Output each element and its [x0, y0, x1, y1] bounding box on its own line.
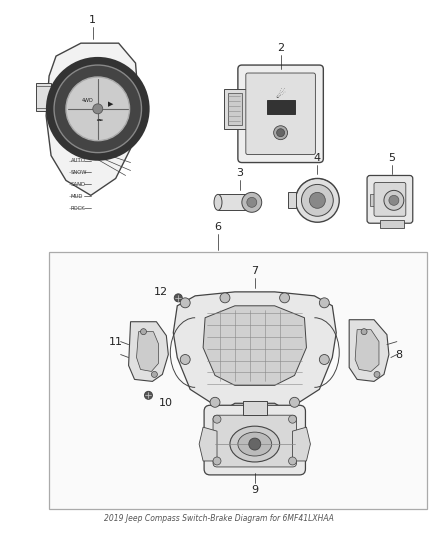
- Circle shape: [141, 329, 146, 335]
- Circle shape: [249, 438, 261, 450]
- FancyBboxPatch shape: [374, 182, 406, 216]
- Circle shape: [174, 294, 182, 302]
- Bar: [224, 89, 246, 129]
- Circle shape: [289, 457, 297, 465]
- Bar: [243, 401, 267, 415]
- Polygon shape: [129, 322, 168, 382]
- Circle shape: [50, 61, 145, 157]
- Circle shape: [145, 391, 152, 399]
- Circle shape: [66, 77, 130, 141]
- Bar: [36, 83, 51, 111]
- Text: 5: 5: [389, 152, 396, 163]
- Circle shape: [389, 196, 399, 205]
- Text: 11: 11: [109, 337, 123, 346]
- Text: 1: 1: [89, 15, 96, 25]
- Ellipse shape: [214, 195, 222, 211]
- Circle shape: [180, 354, 190, 365]
- Bar: [49, 252, 427, 508]
- Bar: [228, 93, 242, 125]
- FancyBboxPatch shape: [238, 65, 323, 163]
- Circle shape: [290, 397, 300, 407]
- Text: 4: 4: [314, 152, 321, 163]
- Bar: [370, 195, 378, 206]
- FancyBboxPatch shape: [213, 415, 297, 467]
- Polygon shape: [199, 427, 217, 461]
- FancyBboxPatch shape: [246, 73, 315, 155]
- Text: AUTO: AUTO: [71, 158, 86, 163]
- Ellipse shape: [238, 432, 272, 456]
- Polygon shape: [203, 306, 307, 385]
- Polygon shape: [173, 292, 336, 409]
- Text: 4WD: 4WD: [82, 99, 94, 103]
- Text: 9: 9: [251, 485, 258, 495]
- Circle shape: [213, 415, 221, 423]
- Bar: [267, 100, 294, 114]
- Polygon shape: [137, 332, 159, 372]
- Polygon shape: [349, 320, 389, 382]
- Text: 2019 Jeep Compass Switch-Brake Diagram for 6MF41LXHAA: 2019 Jeep Compass Switch-Brake Diagram f…: [104, 514, 334, 523]
- Text: 7: 7: [251, 266, 258, 276]
- Circle shape: [93, 104, 103, 114]
- Circle shape: [319, 298, 329, 308]
- Text: 12: 12: [154, 287, 168, 297]
- Polygon shape: [46, 43, 138, 196]
- Text: 2: 2: [277, 43, 284, 53]
- Bar: [380, 220, 404, 228]
- Text: ☄: ☄: [276, 90, 286, 100]
- Text: ROCK: ROCK: [71, 206, 85, 211]
- Polygon shape: [293, 427, 311, 461]
- Text: ▶: ▶: [108, 101, 113, 107]
- Circle shape: [384, 190, 404, 211]
- Text: MUD: MUD: [71, 194, 83, 199]
- Circle shape: [220, 293, 230, 303]
- Circle shape: [289, 415, 297, 423]
- FancyBboxPatch shape: [367, 175, 413, 223]
- Text: SAND: SAND: [71, 182, 86, 187]
- Circle shape: [210, 397, 220, 407]
- Text: ══: ══: [96, 118, 103, 123]
- Text: 10: 10: [159, 398, 173, 408]
- Circle shape: [279, 293, 290, 303]
- Circle shape: [277, 129, 285, 136]
- Circle shape: [242, 192, 262, 212]
- Polygon shape: [218, 195, 255, 211]
- Circle shape: [54, 65, 141, 152]
- Polygon shape: [355, 330, 379, 372]
- Text: 3: 3: [237, 168, 244, 179]
- Text: 8: 8: [395, 350, 402, 360]
- Text: SNOW: SNOW: [71, 170, 88, 175]
- Circle shape: [296, 179, 339, 222]
- Circle shape: [301, 184, 333, 216]
- Text: 6: 6: [215, 222, 222, 232]
- Circle shape: [309, 192, 325, 208]
- Circle shape: [247, 197, 257, 207]
- Ellipse shape: [251, 195, 259, 211]
- Circle shape: [361, 329, 367, 335]
- Circle shape: [180, 298, 190, 308]
- Circle shape: [213, 457, 221, 465]
- Polygon shape: [288, 192, 296, 208]
- Circle shape: [374, 372, 380, 377]
- Ellipse shape: [230, 426, 279, 462]
- Circle shape: [274, 126, 288, 140]
- FancyBboxPatch shape: [204, 405, 305, 475]
- Circle shape: [152, 372, 157, 377]
- Circle shape: [319, 354, 329, 365]
